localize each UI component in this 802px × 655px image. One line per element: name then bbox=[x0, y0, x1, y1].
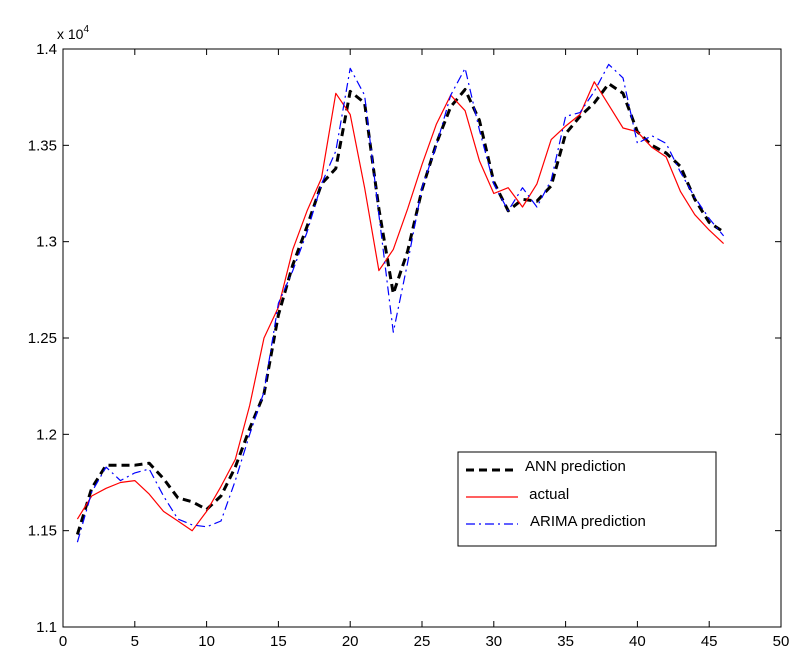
series-lines bbox=[75, 63, 725, 543]
y-tick-label: 1.4 bbox=[36, 41, 57, 58]
y-tick-label: 1.15 bbox=[28, 523, 57, 540]
series-line-arima-prediction bbox=[76, 63, 725, 543]
x-tick-label: 35 bbox=[557, 633, 574, 650]
x-tick-label: 15 bbox=[270, 633, 287, 650]
y-tick-label: 1.2 bbox=[36, 426, 57, 443]
y-exponent-label: x 104 bbox=[57, 24, 89, 42]
series-line-actual bbox=[76, 81, 725, 532]
y-tick-label: 1.35 bbox=[28, 137, 57, 154]
y-exponent-power: 4 bbox=[83, 24, 89, 35]
x-tick-label: 5 bbox=[131, 633, 139, 650]
x-tick-marks bbox=[62, 49, 782, 627]
y-tick-label: 1.25 bbox=[28, 330, 57, 347]
x-tick-label: 40 bbox=[629, 633, 646, 650]
y-tick-label: 1.3 bbox=[36, 234, 57, 251]
x-tick-label: 30 bbox=[485, 633, 502, 650]
y-tick-marks bbox=[63, 48, 781, 628]
y-tick-label: 1.1 bbox=[36, 619, 57, 636]
legend: ANN prediction actual ARIMA prediction bbox=[457, 451, 717, 547]
legend-box bbox=[457, 451, 717, 547]
x-tick-label: 50 bbox=[773, 633, 790, 650]
y-tick-labels: 1.1 1.15 1.2 1.25 1.3 1.35 1.4 bbox=[28, 41, 57, 636]
x-tick-label: 45 bbox=[701, 633, 718, 650]
x-tick-labels: 0 5 10 15 20 25 30 35 40 45 50 bbox=[59, 633, 790, 650]
x-tick-label: 25 bbox=[414, 633, 431, 650]
legend-label-actual: actual bbox=[525, 486, 569, 503]
x-tick-label: 20 bbox=[342, 633, 359, 650]
legend-label-arima: ARIMA prediction bbox=[530, 513, 646, 530]
series-line-ann-prediction bbox=[75, 82, 725, 535]
legend-label-ann: ANN prediction bbox=[525, 458, 626, 475]
x-tick-label: 0 bbox=[59, 633, 67, 650]
x-tick-label: 10 bbox=[198, 633, 215, 650]
